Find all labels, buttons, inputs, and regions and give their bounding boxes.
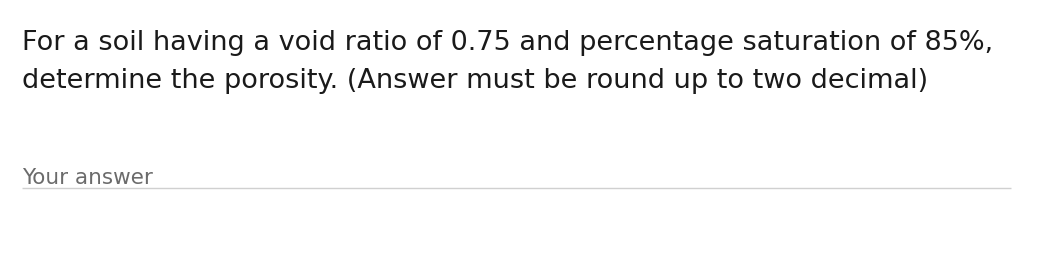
Text: Your answer: Your answer — [22, 168, 153, 188]
Text: For a soil having a void ratio of 0.75 and percentage saturation of 85%,: For a soil having a void ratio of 0.75 a… — [22, 30, 993, 56]
Text: determine the porosity. (Answer must be round up to two decimal): determine the porosity. (Answer must be … — [22, 68, 928, 94]
